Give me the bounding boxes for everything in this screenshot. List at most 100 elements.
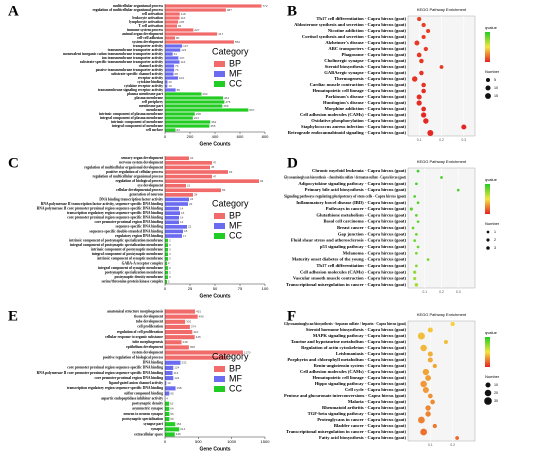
bar — [165, 112, 195, 116]
value-label: 66 — [170, 417, 174, 421]
dot — [443, 339, 448, 345]
value-label: 227 — [194, 28, 199, 32]
dot — [418, 416, 425, 424]
value-label: 3 — [169, 248, 171, 252]
category-label: anatomical structure morphogenesis — [107, 309, 163, 313]
bar — [165, 193, 193, 197]
bar — [165, 309, 196, 314]
size-legend-label: 15 — [494, 94, 498, 98]
bar — [165, 261, 167, 266]
dot — [422, 368, 430, 376]
bar — [165, 8, 226, 12]
category-label: RNA polymerase II core promoter proximal… — [37, 206, 164, 210]
value-label: 56 — [222, 188, 226, 192]
bar — [165, 225, 187, 229]
bar — [165, 422, 176, 427]
pathway-label: Malaria - Capra hircus (goat) — [348, 399, 407, 404]
bar — [165, 202, 188, 206]
legend-swatch — [214, 61, 225, 67]
size-legend-dot — [486, 238, 490, 242]
value-label: 238 — [196, 112, 201, 116]
category-label: intrinsic component of postsynaptic spec… — [69, 238, 163, 242]
pathway-label: Leishmaniasis - Capra hircus (goat) — [336, 351, 407, 356]
pathway-label: Glutathione metabolism - Capra hircus (g… — [316, 212, 406, 217]
value-label: 24 — [190, 156, 194, 160]
pathway-label: MAPK signaling pathway - Capra hircus (g… — [313, 333, 407, 338]
dot — [427, 357, 433, 363]
dot — [421, 88, 426, 94]
bar — [165, 174, 212, 179]
size-legend-dot — [485, 382, 491, 388]
dot — [413, 195, 417, 198]
category-label: postsynaptic specialization — [122, 417, 163, 421]
category-label: tissue development — [134, 315, 164, 319]
dot — [415, 232, 418, 236]
value-label: 64 — [170, 407, 174, 411]
bar — [165, 432, 175, 437]
dot — [421, 34, 426, 40]
bar — [165, 156, 189, 161]
pathway-label: Huntington's disease - Capra hircus (goa… — [323, 100, 406, 105]
value-label: 490 — [199, 314, 204, 318]
bar — [165, 44, 183, 48]
pathway-label: Phagosome - Capra hircus (goat) — [342, 52, 407, 57]
pathway-label: Cell adhesion molecules (CAMs) - Capra h… — [300, 112, 406, 117]
bar — [165, 340, 182, 345]
bar — [165, 215, 179, 220]
bar — [165, 243, 168, 247]
bar — [165, 165, 210, 170]
x-tick-label: 1000 — [227, 439, 237, 444]
bar — [165, 238, 168, 243]
bar — [165, 161, 212, 165]
x-tick-label: 0.1 — [417, 138, 422, 142]
value-label: 3 — [169, 275, 171, 279]
pathway-label: Maturity onset diabetes of the young - C… — [292, 257, 407, 262]
legend-label: MF — [229, 220, 242, 230]
dot — [439, 65, 444, 69]
pathway-label: Transcriptional misregulation in cancer … — [286, 429, 406, 434]
size-legend-label: 20 — [494, 391, 498, 395]
value-label: 28 — [194, 193, 198, 197]
pathway-label: Vascular smooth muscle contraction - Cap… — [293, 276, 407, 281]
pathway-label: Chronic myeloid leukemia - Capra hircus … — [312, 168, 406, 173]
legend-swatch — [214, 366, 225, 372]
size-legend-label: 5 — [494, 78, 496, 82]
x-tick-label: 0.1 — [428, 443, 433, 447]
dot — [420, 344, 427, 352]
pathway-label: Oxidative phosphorylation - Capra hircus… — [311, 118, 406, 123]
category-label: synapse — [151, 427, 163, 431]
category-label: T cell activation — [139, 24, 164, 28]
category-label: nervous system development — [119, 161, 164, 165]
panel-label: B — [287, 3, 297, 19]
pathway-label: Retrograde endocannabinoid signaling - C… — [288, 130, 407, 135]
bar — [165, 60, 180, 64]
category-label: sulfur compound binding — [124, 391, 163, 395]
category-label: RNA polymerase II core promoter proximal… — [37, 371, 164, 375]
legend-swatch — [214, 71, 225, 77]
bar — [165, 360, 181, 365]
category-label: cell periphery — [142, 100, 163, 104]
dot — [427, 351, 433, 357]
category-label: plasma membrane — [135, 96, 164, 100]
dot — [411, 226, 415, 230]
bar — [165, 257, 168, 261]
bar — [165, 24, 177, 28]
size-legend-label: 1 — [494, 230, 496, 234]
value-label: 84 — [177, 128, 181, 132]
category-label: multicellular organismal process — [113, 4, 164, 8]
value-label: 14 — [180, 220, 184, 224]
value-label: 3 — [169, 270, 171, 274]
x-tick-label: 200 — [187, 134, 194, 139]
chart-title: KEGG Pathway Enrichment — [417, 159, 467, 164]
bar — [165, 124, 210, 128]
value-label: 417 — [218, 32, 223, 36]
category-label: tube morphogenesis — [132, 340, 163, 344]
value-label: 459 — [223, 104, 228, 108]
dot — [416, 201, 420, 205]
category-label: extracellular space — [134, 432, 163, 436]
category-label: generation of neurons — [130, 193, 164, 197]
category-label: lymphocyte activation — [129, 20, 163, 24]
category-label: channel activity — [139, 64, 163, 68]
bar — [165, 48, 181, 52]
category-label: membrane — [146, 108, 163, 112]
